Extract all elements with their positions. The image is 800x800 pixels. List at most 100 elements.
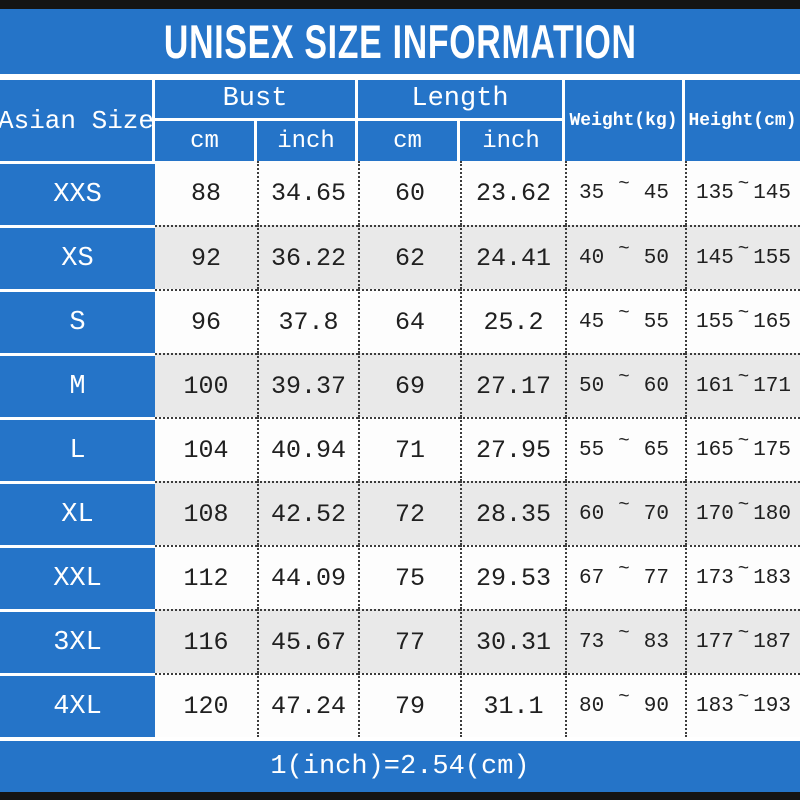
table-row-xl: XL 108 42.52 72 28.35 60 ~ 70 170 ~ 180: [0, 481, 800, 545]
height-min: 135: [696, 181, 734, 205]
table-header: Asian Size Bust Length Weight(kg) Height…: [0, 80, 800, 161]
length-cm-value: 69: [358, 353, 460, 417]
weight-max: 83: [643, 630, 669, 654]
height-range: 173 ~ 183: [685, 545, 800, 609]
weight-range: 50 ~ 60: [565, 353, 685, 417]
weight-min: 50: [579, 374, 605, 398]
tilde-separator: ~: [618, 430, 630, 452]
height-max: 171: [753, 374, 791, 398]
tilde-separator: ~: [618, 238, 630, 260]
bust-inch-value: 45.67: [257, 609, 358, 673]
bust-cm-value: 108: [155, 481, 257, 545]
size-label: 3XL: [0, 609, 155, 673]
top-black-bar: [0, 0, 800, 9]
bust-inch-value: 42.52: [257, 481, 358, 545]
size-label: 4XL: [0, 673, 155, 737]
length-cm-value: 79: [358, 673, 460, 737]
height-min: 161: [696, 374, 734, 398]
table-row-4xl: 4XL 120 47.24 79 31.1 80 ~ 90 183 ~ 193: [0, 673, 800, 737]
tilde-separator: ~: [618, 494, 630, 516]
bust-cm-value: 100: [155, 353, 257, 417]
bust-cm-value: 88: [155, 161, 257, 225]
header-height: Height(cm): [685, 80, 800, 161]
height-range: 170 ~ 180: [685, 481, 800, 545]
length-inch-value: 24.41: [460, 225, 565, 289]
bust-cm-value: 116: [155, 609, 257, 673]
length-cm-value: 71: [358, 417, 460, 481]
length-inch-value: 28.35: [460, 481, 565, 545]
table-row-m: M 100 39.37 69 27.17 50 ~ 60 161 ~ 171: [0, 353, 800, 417]
weight-range: 67 ~ 77: [565, 545, 685, 609]
bust-inch-value: 34.65: [257, 161, 358, 225]
weight-min: 67: [579, 566, 605, 590]
height-range: 161 ~ 171: [685, 353, 800, 417]
length-inch-value: 27.95: [460, 417, 565, 481]
weight-range: 40 ~ 50: [565, 225, 685, 289]
bust-inch-value: 37.8: [257, 289, 358, 353]
weight-min: 80: [579, 694, 605, 718]
length-cm-value: 75: [358, 545, 460, 609]
table-body: XXS 88 34.65 60 23.62 35 ~ 45 135 ~ 145 …: [0, 161, 800, 737]
weight-range: 55 ~ 65: [565, 417, 685, 481]
bust-inch-value: 40.94: [257, 417, 358, 481]
height-max: 180: [753, 502, 791, 526]
tilde-separator: ~: [618, 173, 630, 195]
tilde-separator: ~: [737, 558, 750, 580]
weight-range: 80 ~ 90: [565, 673, 685, 737]
height-range: 177 ~ 187: [685, 609, 800, 673]
weight-max: 50: [643, 246, 669, 270]
title-header-divider: [0, 74, 800, 80]
length-cm-value: 64: [358, 289, 460, 353]
height-max: 183: [753, 566, 791, 590]
size-label: XXL: [0, 545, 155, 609]
bust-cm-value: 112: [155, 545, 257, 609]
size-label: L: [0, 417, 155, 481]
header-length-cm: cm: [358, 121, 460, 161]
length-cm-value: 72: [358, 481, 460, 545]
weight-range: 73 ~ 83: [565, 609, 685, 673]
height-max: 187: [753, 630, 791, 654]
height-min: 173: [696, 566, 734, 590]
table-row-s: S 96 37.8 64 25.2 45 ~ 55 155 ~ 165: [0, 289, 800, 353]
length-inch-value: 25.2: [460, 289, 565, 353]
header-length-inch: inch: [460, 121, 565, 161]
tilde-separator: ~: [737, 366, 750, 388]
bust-cm-value: 104: [155, 417, 257, 481]
weight-range: 45 ~ 55: [565, 289, 685, 353]
height-range: 165 ~ 175: [685, 417, 800, 481]
height-max: 193: [753, 694, 791, 718]
height-min: 165: [696, 438, 734, 462]
tilde-separator: ~: [737, 622, 750, 644]
weight-max: 45: [643, 181, 669, 205]
size-label: M: [0, 353, 155, 417]
table-row-xs: XS 92 36.22 62 24.41 40 ~ 50 145 ~ 155: [0, 225, 800, 289]
table-row-3xl: 3XL 116 45.67 77 30.31 73 ~ 83 177 ~ 187: [0, 609, 800, 673]
tilde-separator: ~: [737, 686, 750, 708]
height-min: 145: [696, 246, 734, 270]
height-max: 165: [753, 310, 791, 334]
length-cm-value: 60: [358, 161, 460, 225]
weight-max: 65: [643, 438, 669, 462]
height-range: 155 ~ 165: [685, 289, 800, 353]
body-footer-divider: [0, 737, 800, 741]
tilde-separator: ~: [737, 494, 750, 516]
length-cm-value: 77: [358, 609, 460, 673]
weight-range: 60 ~ 70: [565, 481, 685, 545]
size-label: S: [0, 289, 155, 353]
conversion-note: 1(inch)=2.54(cm): [270, 751, 530, 782]
bottom-black-bar: [0, 792, 800, 800]
tilde-separator: ~: [618, 366, 630, 388]
weight-min: 45: [579, 310, 605, 334]
height-max: 145: [753, 181, 791, 205]
length-inch-value: 27.17: [460, 353, 565, 417]
bust-inch-value: 39.37: [257, 353, 358, 417]
weight-range: 35 ~ 45: [565, 161, 685, 225]
size-label: XS: [0, 225, 155, 289]
height-min: 177: [696, 630, 734, 654]
table-row-xxl: XXL 112 44.09 75 29.53 67 ~ 77 173 ~ 183: [0, 545, 800, 609]
height-min: 170: [696, 502, 734, 526]
tilde-separator: ~: [618, 558, 630, 580]
bust-cm-value: 120: [155, 673, 257, 737]
footer-band: 1(inch)=2.54(cm): [0, 741, 800, 792]
height-min: 155: [696, 310, 734, 334]
